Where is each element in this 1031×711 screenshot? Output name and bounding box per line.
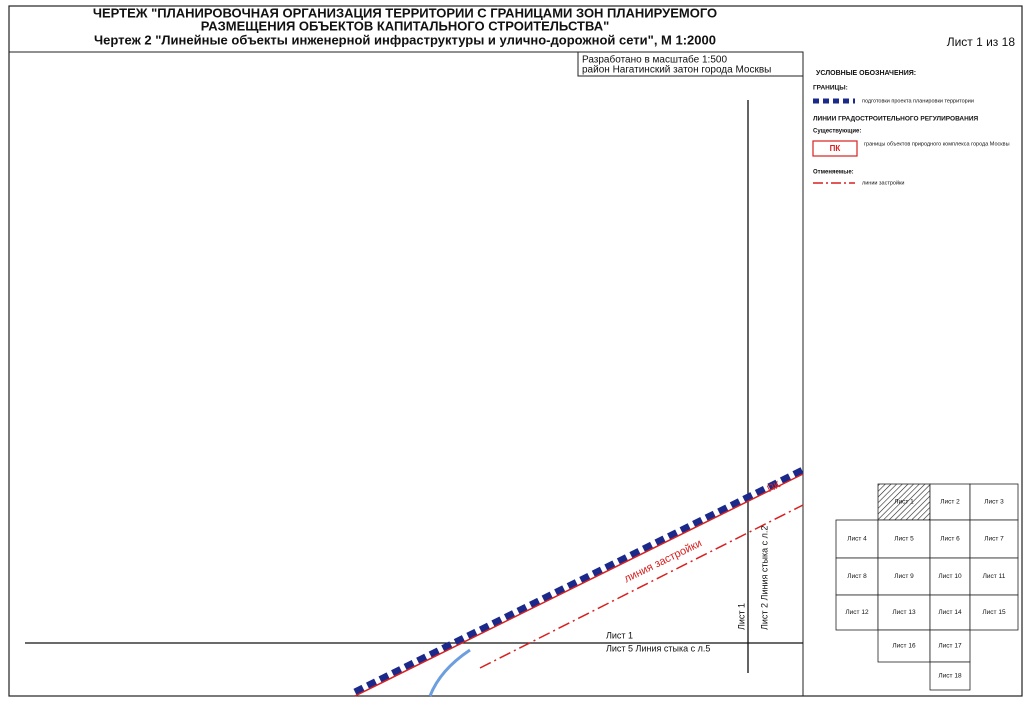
legend-heading: Существующие:	[813, 129, 861, 135]
legend-text: линии застройки	[862, 179, 905, 186]
title-line: РАЗМЕЩЕНИЯ ОБЪЕКТОВ КАПИТАЛЬНОГО СТРОИТЕ…	[201, 18, 610, 33]
sheet-cell	[969, 594, 1019, 631]
sheet-cell	[835, 594, 879, 631]
sheet-cell	[929, 661, 971, 691]
sheet-label: Лист 11	[983, 573, 1006, 580]
sheet-label: Лист 10	[938, 573, 962, 580]
sheet-cell	[929, 483, 971, 521]
sheet-cell	[877, 629, 931, 663]
join-label: Лист 1	[736, 603, 746, 630]
title-line: ЧЕРТЕЖ "ПЛАНИРОВОЧНАЯ ОРГАНИЗАЦИЯ ТЕРРИТ…	[93, 5, 717, 20]
sheet-label: Лист 7	[984, 536, 1004, 543]
sheet-label: Лист 16	[892, 643, 916, 650]
map-label: ПК	[766, 479, 783, 495]
sheet-cell	[929, 519, 971, 559]
sheet-label: Лист 5	[894, 536, 914, 543]
sheet-label: Лист 6	[940, 536, 960, 543]
sheet-cell	[929, 594, 971, 631]
legend-heading: ГРАНИЦЫ:	[813, 85, 848, 92]
sheet-label: Лист 17	[938, 643, 962, 650]
legend-symbol	[812, 140, 858, 157]
legend-heading: Отменяемые:	[813, 170, 854, 176]
project-boundary	[353, 466, 805, 696]
legend-heading: ЛИНИИ ГРАДОСТРОИТЕЛЬНОГО РЕГУЛИРОВАНИЯ	[813, 116, 978, 123]
sheet-cell	[929, 557, 971, 596]
pk-boundary	[354, 473, 804, 697]
cancelled-building-line	[479, 504, 804, 669]
sheet-label: Лист 9	[894, 573, 914, 580]
sheet-label: Лист 18	[938, 673, 962, 680]
stamp-text: Разработано в масштабе 1:500	[582, 54, 727, 66]
stamp-box	[577, 51, 804, 77]
sheet-label: Лист 13	[892, 609, 916, 616]
legend-symbol-text: ПК	[830, 144, 841, 153]
sheet-label: Лист 3	[984, 499, 1004, 506]
sheet-label: Лист 12	[845, 609, 869, 616]
sheet-label: Лист 14	[938, 609, 962, 616]
sheet-cell	[835, 519, 879, 559]
join-label: Лист 1	[606, 630, 633, 640]
sheet-number: Лист 1 из 18	[947, 35, 1016, 49]
title-line: Чертеж 2 "Линейные объекты инженерной ин…	[94, 32, 716, 47]
sheet-index: Лист 1 Лист 2 Лист 3 Лист 4 Лист 5 Лист 6 Лист…	[835, 483, 1019, 691]
join-label: Лист 2 Линия стыка с л.2	[759, 526, 769, 630]
sheet-label: Лист 8	[847, 573, 867, 580]
map-frame	[8, 51, 804, 697]
sheet-label: Лист 4	[847, 536, 867, 543]
sheet-label: Лист 15	[982, 609, 1006, 616]
road	[428, 648, 471, 697]
stamp-text: район Нагатинский затон города Москвы	[582, 65, 771, 76]
legend-text: границы объектов природного комплекса го…	[864, 141, 1010, 147]
join-label: Лист 5 Линия стыка с л.5	[606, 643, 710, 653]
sheet-cell	[835, 557, 879, 596]
legend-title: УСЛОВНЫЕ ОБОЗНАЧЕНИЯ:	[816, 70, 916, 77]
sheet-cell	[929, 629, 971, 663]
sheet-cell	[877, 594, 931, 631]
sheet-label: Лист 2	[940, 499, 960, 506]
sheet-cell	[969, 519, 1019, 559]
sheet-label: Лист 1	[894, 499, 914, 506]
legend-text: подготовки проекта планировки территории	[862, 98, 974, 104]
